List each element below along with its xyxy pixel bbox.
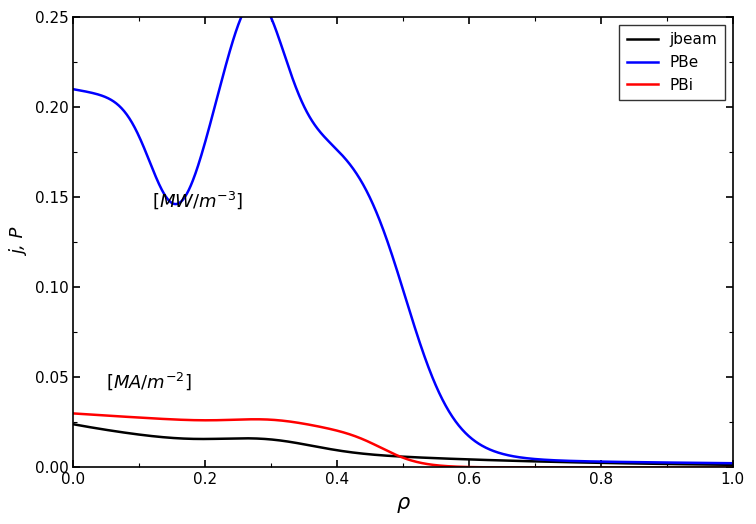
jbeam [728,462,737,468]
PBe [728,460,737,466]
Line: PBe: PBe [73,0,733,463]
jbeam [595,460,604,466]
jbeam [69,421,78,428]
PBe [360,184,369,190]
Legend: jbeam, PBe, PBi: jbeam, PBe, PBi [619,25,725,100]
jbeam [359,451,368,457]
X-axis label: ρ: ρ [396,493,410,513]
PBi [359,436,368,443]
Line: jbeam: jbeam [73,424,733,465]
Text: $[MW/m^{-3}]$: $[MW/m^{-3}]$ [153,189,243,211]
PBe [584,458,593,464]
Line: PBi: PBi [73,413,733,467]
PBe [522,455,531,461]
PBe [69,86,78,92]
PBi [336,428,345,434]
PBe [336,150,345,157]
PBe [252,0,261,2]
PBe [596,458,605,465]
jbeam [583,460,592,466]
jbeam [136,432,145,438]
PBi [583,464,592,471]
PBi [522,464,531,471]
Text: $[MA/m^{-2}]$: $[MA/m^{-2}]$ [107,371,192,392]
jbeam [336,447,345,454]
Y-axis label: j, P: j, P [11,228,29,256]
PBi [136,414,145,421]
PBi [728,464,737,471]
jbeam [522,458,531,464]
PBe [136,137,145,143]
PBi [595,464,604,471]
PBi [69,410,78,417]
